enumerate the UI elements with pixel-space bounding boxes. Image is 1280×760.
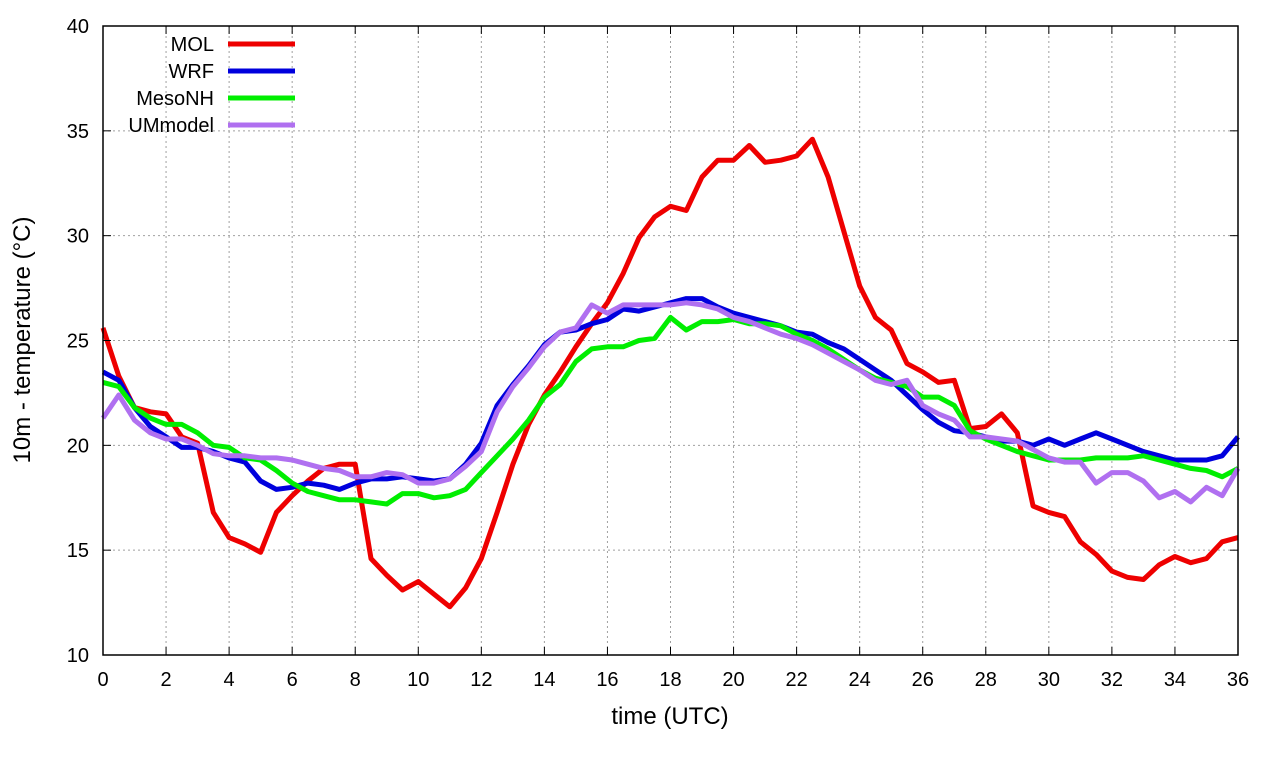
x-tick-label: 36 [1227, 669, 1249, 691]
series-line-ummodel [100, 300, 1241, 505]
x-tick-label: 30 [1038, 669, 1060, 691]
legend-label-wrf: WRF [168, 61, 214, 83]
y-axis-ticks: 10 15 20 25 30 35 40 [67, 16, 1238, 667]
x-tick-label: 34 [1164, 669, 1186, 691]
x-tick-label: 2 [160, 669, 171, 691]
y-tick-label: 30 [67, 226, 89, 248]
x-tick-label: 8 [350, 669, 361, 691]
grid [103, 26, 1238, 655]
y-tick-label: 15 [67, 540, 89, 562]
x-tick-label: 10 [407, 669, 429, 691]
x-tick-label: 4 [224, 669, 235, 691]
series-lines [100, 136, 1241, 610]
x-tick-label: 18 [659, 669, 681, 691]
legend-label-mol: MOL [171, 34, 214, 56]
y-axis-title: 10m - temperature (°C) [9, 217, 36, 464]
x-tick-label: 0 [97, 669, 108, 691]
x-tick-label: 32 [1101, 669, 1123, 691]
y-tick-label: 25 [67, 331, 89, 353]
series-line-mol [100, 136, 1239, 610]
x-tick-label: 20 [722, 669, 744, 691]
legend-label-ummodel: UMmodel [128, 115, 214, 137]
y-tick-label: 20 [67, 435, 89, 457]
x-tick-label: 16 [596, 669, 618, 691]
x-axis-ticks: 0 2 4 6 8 10 12 14 16 18 20 22 24 26 28 30 32 34 36 [97, 26, 1249, 691]
x-axis-title: time (UTC) [611, 703, 728, 730]
x-tick-label: 14 [533, 669, 555, 691]
x-tick-label: 24 [849, 669, 871, 691]
y-tick-label: 10 [67, 645, 89, 667]
x-tick-label: 26 [912, 669, 934, 691]
x-tick-label: 6 [287, 669, 298, 691]
y-tick-label: 35 [67, 121, 89, 143]
y-tick-label: 40 [67, 16, 89, 38]
legend-label-mesonh: MesoNH [136, 88, 214, 110]
x-tick-label: 22 [785, 669, 807, 691]
x-tick-label: 12 [470, 669, 492, 691]
legend: MOL WRF MesoNH UMmodel [128, 34, 295, 137]
x-tick-label: 28 [975, 669, 997, 691]
